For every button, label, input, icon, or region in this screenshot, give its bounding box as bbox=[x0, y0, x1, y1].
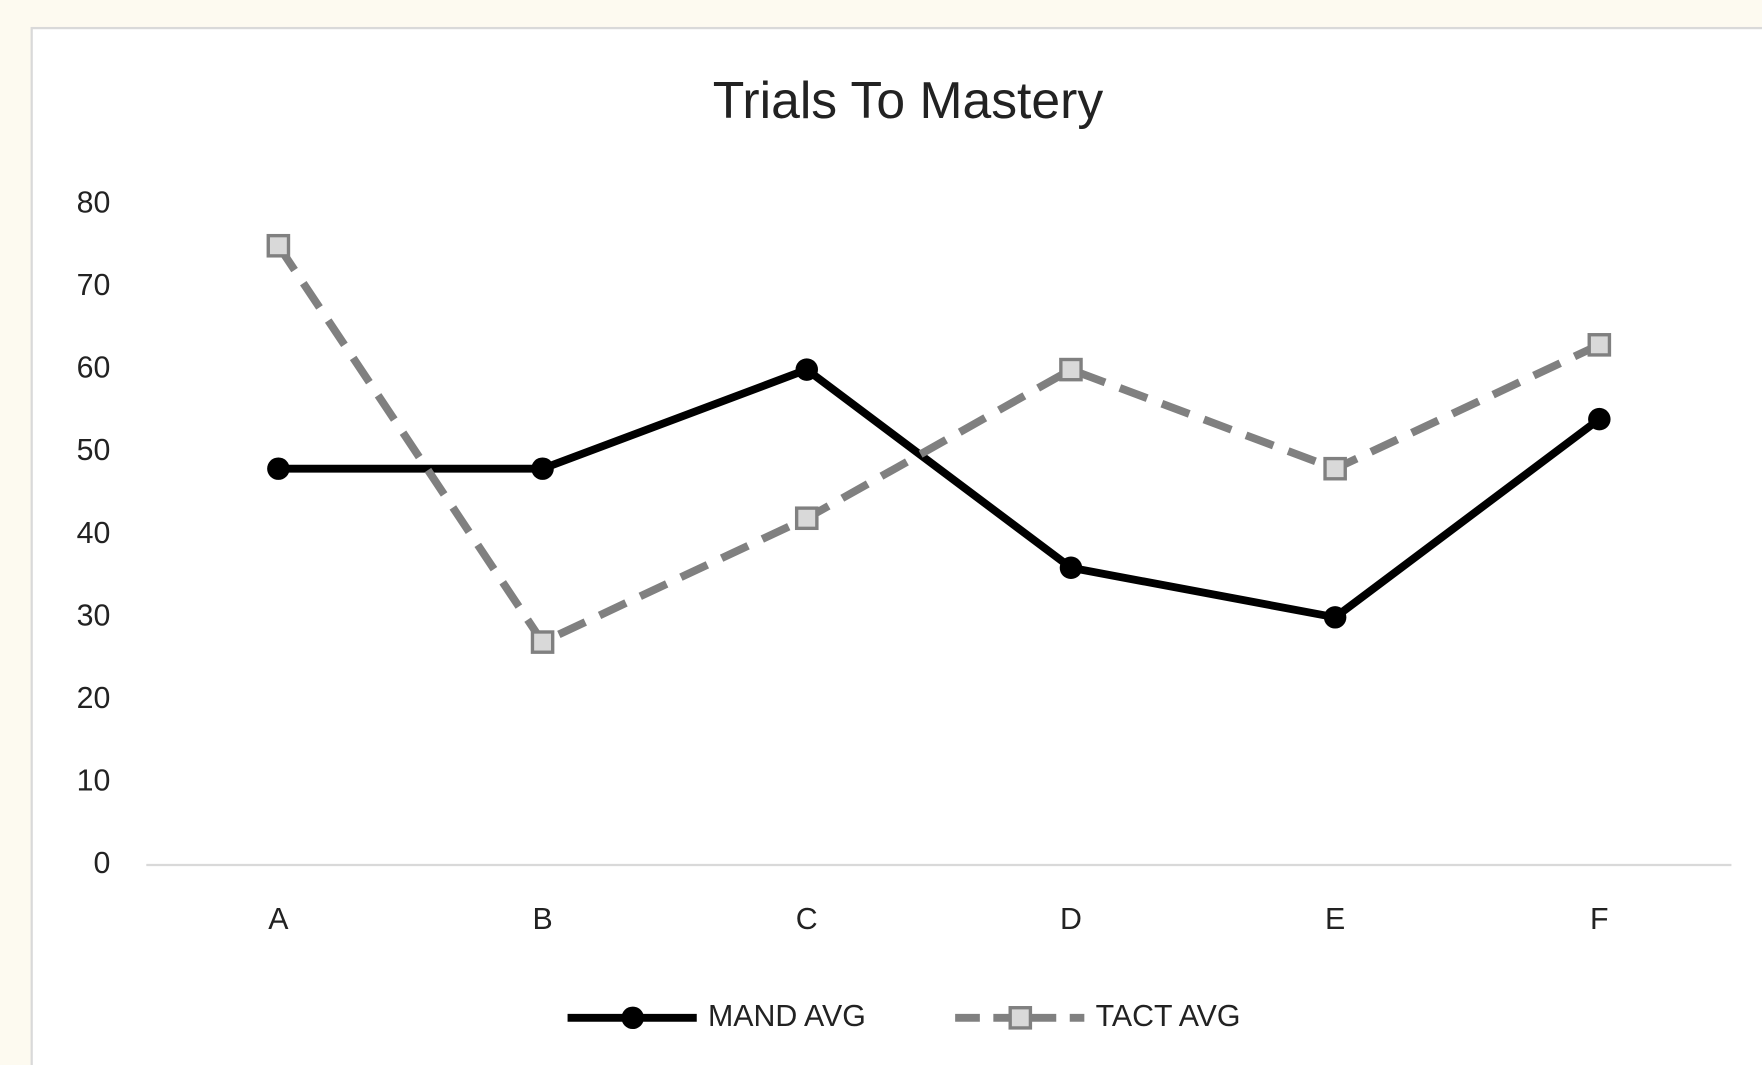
y-tick-label: 30 bbox=[77, 599, 111, 632]
data-point bbox=[266, 233, 291, 258]
y-tick-label: 10 bbox=[77, 764, 111, 797]
x-tick-label: E bbox=[1325, 903, 1345, 936]
chart-title: Trials To Mastery bbox=[713, 71, 1104, 129]
data-point bbox=[1587, 333, 1612, 357]
data-point bbox=[1323, 606, 1347, 629]
data-point bbox=[794, 506, 819, 531]
y-tick-label: 50 bbox=[77, 434, 111, 467]
x-tick-label: A bbox=[268, 903, 289, 936]
y-tick-label: 20 bbox=[77, 682, 111, 715]
x-tick-label: C bbox=[796, 903, 818, 936]
legend-marker bbox=[1008, 1006, 1033, 1030]
data-point bbox=[1059, 357, 1083, 382]
x-tick-label: F bbox=[1590, 903, 1609, 936]
chart-area bbox=[30, 26, 1762, 1065]
data-point bbox=[795, 358, 818, 381]
y-tick-label: 80 bbox=[77, 186, 111, 219]
series-line bbox=[275, 243, 1602, 647]
legend-label: MAND AVG bbox=[708, 1000, 866, 1033]
data-point bbox=[530, 630, 555, 654]
data-point bbox=[531, 457, 554, 480]
y-tick-label: 40 bbox=[77, 517, 111, 550]
y-tick-label: 70 bbox=[77, 269, 111, 302]
data-point bbox=[1059, 556, 1083, 580]
y-tick-label: 60 bbox=[77, 352, 111, 385]
legend-marker bbox=[621, 1006, 644, 1030]
y-tick-label: 0 bbox=[93, 847, 110, 880]
x-tick-label: D bbox=[1060, 903, 1082, 936]
data-point bbox=[267, 457, 290, 480]
legend-label: TACT AVG bbox=[1096, 1000, 1241, 1033]
data-point bbox=[1323, 456, 1347, 481]
x-tick-label: B bbox=[532, 903, 552, 936]
data-point bbox=[1588, 407, 1611, 431]
series-line bbox=[278, 365, 1602, 622]
